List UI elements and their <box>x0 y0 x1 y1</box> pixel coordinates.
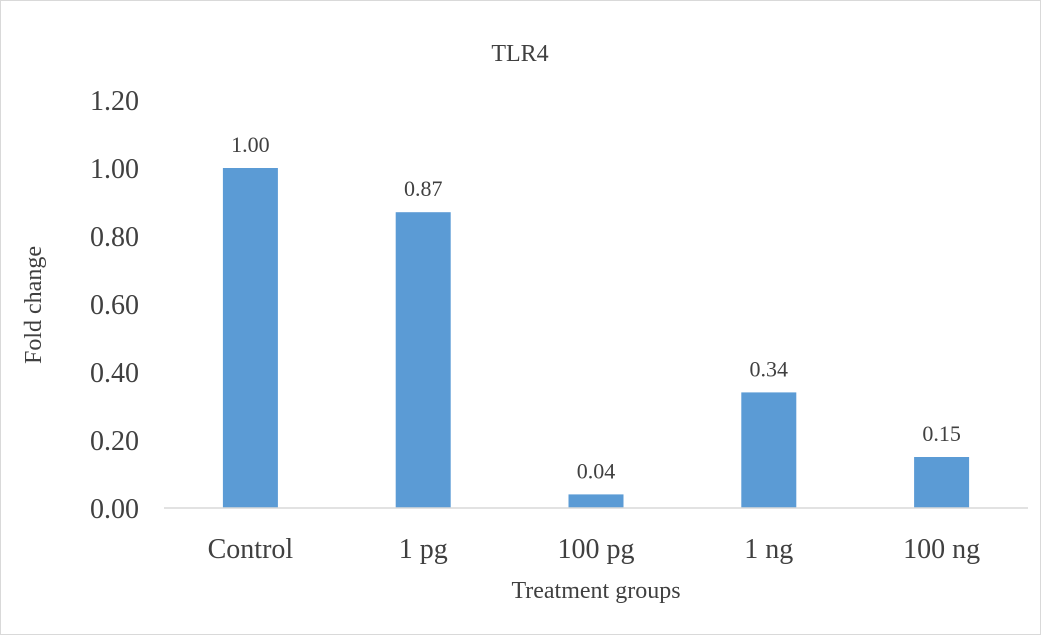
x-tick-label: 1 pg <box>399 534 448 565</box>
bar-1-pg <box>395 212 451 508</box>
x-tick-label: Control <box>208 534 294 565</box>
x-axis-title: Treatment groups <box>511 578 680 604</box>
y-tick-label: 1.00 <box>90 154 139 185</box>
bar-control <box>222 168 278 508</box>
bar-1-ng <box>741 392 797 508</box>
chart-title: TLR4 <box>491 41 548 67</box>
y-tick-label: 0.40 <box>90 358 139 389</box>
y-axis-title: Fold change <box>21 246 47 364</box>
data-label: 1.00 <box>231 132 270 157</box>
bar-100-ng <box>914 457 970 508</box>
x-tick-label: 100 pg <box>558 534 635 565</box>
data-label: 0.87 <box>404 176 443 201</box>
x-tick-label: 1 ng <box>744 534 793 565</box>
y-tick-label: 0.80 <box>90 222 139 253</box>
data-label: 0.04 <box>577 458 616 483</box>
data-label: 0.34 <box>750 356 789 381</box>
bar-100-pg <box>568 494 624 508</box>
x-tick-label: 100 ng <box>903 534 980 565</box>
y-tick-label: 0.60 <box>90 290 139 321</box>
data-label: 0.15 <box>922 421 961 446</box>
y-tick-label: 0.20 <box>90 426 139 457</box>
y-tick-label: 1.20 <box>90 86 139 117</box>
y-tick-label: 0.00 <box>90 494 139 525</box>
